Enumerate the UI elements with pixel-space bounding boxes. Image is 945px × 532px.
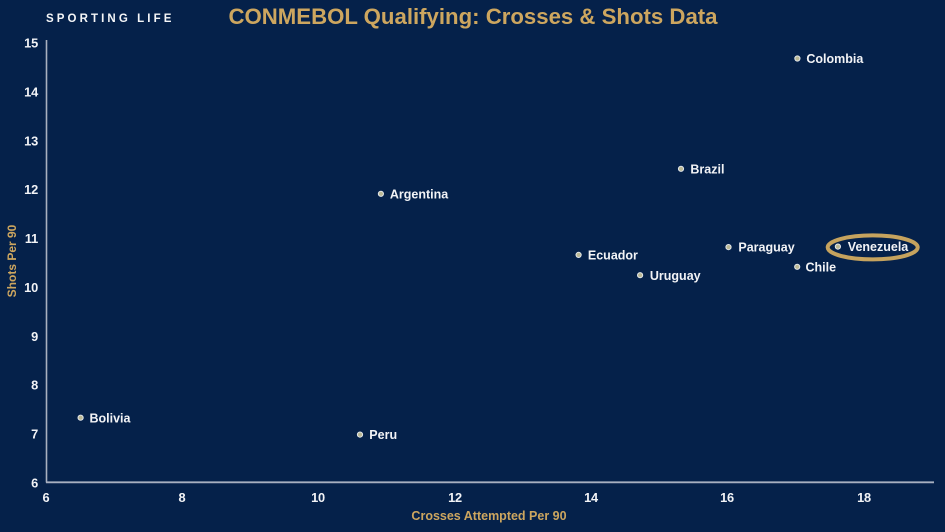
- svg-text:12: 12: [24, 182, 38, 197]
- svg-text:CONMEBOL Qualifying: Crosses &: CONMEBOL Qualifying: Crosses & Shots Dat…: [228, 4, 718, 29]
- svg-text:18: 18: [857, 490, 871, 505]
- svg-text:Chile: Chile: [806, 260, 837, 274]
- svg-text:6: 6: [43, 490, 50, 505]
- svg-text:Uruguay: Uruguay: [650, 269, 701, 283]
- svg-text:Venezuela: Venezuela: [848, 240, 909, 254]
- svg-text:9: 9: [31, 329, 38, 344]
- svg-text:8: 8: [31, 378, 38, 393]
- svg-text:12: 12: [448, 490, 462, 505]
- svg-text:14: 14: [584, 490, 599, 505]
- svg-text:Colombia: Colombia: [806, 52, 864, 66]
- svg-text:Shots Per 90: Shots Per 90: [5, 224, 19, 297]
- svg-text:8: 8: [179, 490, 186, 505]
- svg-text:7: 7: [31, 427, 38, 442]
- svg-text:13: 13: [24, 133, 38, 148]
- svg-text:6: 6: [31, 476, 38, 491]
- svg-text:11: 11: [25, 231, 38, 246]
- svg-text:10: 10: [24, 280, 38, 295]
- svg-text:Brazil: Brazil: [690, 162, 724, 176]
- svg-text:Argentina: Argentina: [390, 187, 449, 201]
- svg-text:Paraguay: Paraguay: [738, 241, 794, 255]
- svg-text:Bolivia: Bolivia: [90, 411, 132, 425]
- svg-text:Crosses Attempted Per 90: Crosses Attempted Per 90: [411, 509, 566, 523]
- svg-text:14: 14: [24, 84, 39, 99]
- svg-text:15: 15: [24, 36, 38, 51]
- svg-text:16: 16: [720, 490, 734, 505]
- svg-text:Peru: Peru: [369, 428, 397, 442]
- svg-text:10: 10: [311, 490, 325, 505]
- svg-text:Ecuador: Ecuador: [588, 249, 638, 263]
- svg-text:SPORTING LIFE: SPORTING LIFE: [46, 13, 174, 25]
